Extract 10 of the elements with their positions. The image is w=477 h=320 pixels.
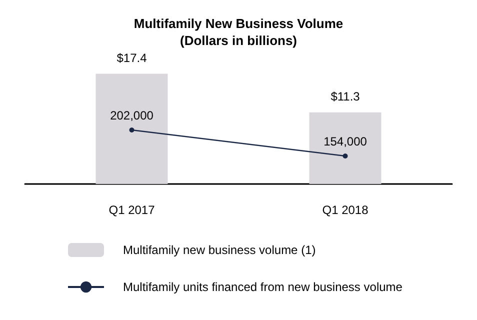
- legend-label: Multifamily units financed from new business volume: [123, 280, 403, 294]
- data-label: $11.3: [330, 89, 360, 104]
- data-label: 202,000: [110, 108, 154, 122]
- legend-label: Multifamily new business volume (1): [123, 243, 316, 257]
- chart-title: Multifamily New Business Volume: [134, 16, 344, 31]
- x-tick-label: Q1 2018: [322, 203, 369, 217]
- x-tick-label: Q1 2017: [108, 203, 156, 217]
- data-label: $17.4: [116, 50, 148, 65]
- data-label: 154,000: [324, 134, 368, 148]
- chart-subtitle: (Dollars in billions): [180, 33, 298, 48]
